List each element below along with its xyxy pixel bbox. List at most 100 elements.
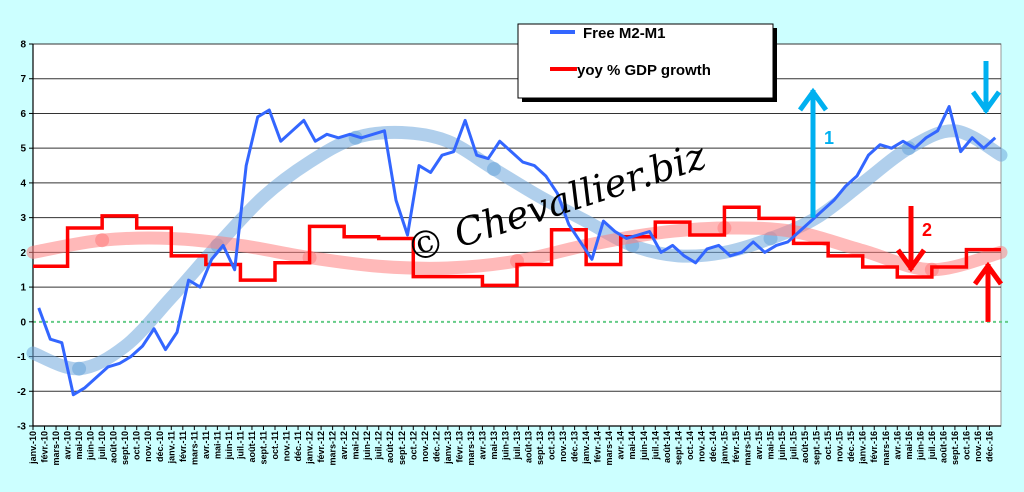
y-tick-label: 3: [20, 213, 26, 224]
x-tick-label: oct.-13: [547, 431, 557, 460]
annotation-label-2: 2: [922, 220, 932, 240]
x-tick-label: juil.-11: [235, 431, 245, 460]
annotation-label-1: 1: [824, 128, 834, 148]
x-tick-label: août-15: [800, 431, 810, 463]
x-tick-label: oct.-16: [961, 431, 971, 460]
x-tick-label: sept.-11: [258, 431, 268, 465]
x-tick-label: févr.-14: [593, 431, 603, 463]
y-tick-label: 2: [20, 248, 26, 259]
y-tick-label: 0: [20, 317, 26, 328]
x-tick-label: juin-13: [500, 431, 510, 461]
x-tick-label: déc.-10: [155, 431, 165, 462]
x-tick-label: nov.-13: [558, 431, 568, 462]
x-tick-label: août-12: [385, 431, 395, 463]
x-tick-label: avr.-11: [201, 431, 211, 459]
x-tick-label: janv.-13: [443, 431, 453, 465]
x-tick-label: déc.-12: [431, 431, 441, 462]
x-tick-label: sept.-15: [812, 431, 822, 465]
x-tick-label: nov.-14: [696, 431, 706, 462]
x-tick-label: juin-10: [86, 431, 96, 461]
x-tick-label: mars-10: [51, 431, 61, 466]
x-tick-label: janv.-14: [581, 431, 591, 465]
x-tick-label: avr.-10: [63, 431, 73, 460]
x-tick-label: mars-15: [742, 431, 752, 466]
x-tick-label: janv.-11: [166, 431, 176, 464]
x-tick-label: août-13: [524, 431, 534, 463]
x-tick-label: juil.-14: [650, 431, 660, 461]
legend-label-gdp-growth: yoy % GDP growth: [577, 62, 711, 79]
x-tick-label: juin-12: [362, 431, 372, 461]
x-tick-label: juil.-16: [927, 431, 937, 461]
y-tick-label: 1: [20, 283, 26, 294]
x-tick-label: mai-14: [627, 431, 637, 460]
x-tick-label: mai-15: [766, 431, 776, 460]
x-tick-label: oct.-12: [408, 431, 418, 460]
x-tick-label: août-14: [662, 431, 672, 463]
x-tick-label: nov.-11: [282, 431, 292, 461]
trend-dot: [487, 162, 501, 176]
x-tick-label: juin-14: [639, 431, 649, 461]
x-tick-label: févr.-13: [454, 431, 464, 463]
x-tick-label: nov.-10: [143, 431, 153, 462]
x-tick-label: mai-11: [212, 431, 222, 459]
x-tick-label: juil.-15: [789, 431, 799, 461]
x-tick-label: juin-15: [777, 431, 787, 461]
x-tick-label: avr.-14: [616, 431, 626, 460]
x-tick-label: nov.-12: [420, 431, 430, 462]
x-tick-label: déc.-14: [708, 431, 718, 462]
x-tick-label: févr.-12: [316, 431, 326, 463]
x-tick-label: mars-11: [189, 431, 199, 465]
x-tick-label: janv.-10: [28, 431, 38, 465]
x-tick-label: oct.-15: [823, 431, 833, 460]
x-tick-label: janv.-16: [858, 431, 868, 465]
y-tick-label: 7: [20, 74, 26, 85]
x-tick-label: déc.-11: [293, 431, 303, 462]
x-tick-label: oct.-14: [685, 431, 695, 460]
trend-dot: [95, 233, 109, 247]
x-tick-label: sept.-13: [535, 431, 545, 465]
y-tick-label: -2: [17, 387, 26, 398]
x-tick-label: févr.-11: [178, 431, 188, 462]
x-tick-label: juil.-10: [97, 431, 107, 461]
x-tick-label: févr.-15: [731, 431, 741, 463]
y-tick-label: 8: [20, 40, 26, 51]
x-tick-label: juil.-12: [374, 431, 384, 461]
x-tick-label: juil.-13: [512, 431, 522, 461]
x-tick-label: janv.-12: [305, 431, 315, 465]
x-tick-label: avr.-13: [477, 431, 487, 460]
x-tick-label: sept.-10: [120, 431, 130, 465]
x-tick-label: déc.-13: [570, 431, 580, 462]
x-tick-label: sept.-12: [397, 431, 407, 465]
x-tick-label: juin-11: [224, 431, 234, 461]
x-tick-label: nov.-15: [835, 431, 845, 462]
x-tick-label: mars-12: [328, 431, 338, 466]
legend: Free M2-M1 yoy % GDP growth: [518, 24, 777, 102]
x-tick-label: sept.-16: [950, 431, 960, 465]
x-tick-label: avr.-12: [339, 431, 349, 460]
x-tick-label: mars-16: [881, 431, 891, 466]
x-tick-label: juin-16: [915, 431, 925, 461]
x-tick-label: nov.-16: [973, 431, 983, 462]
x-tick-label: sept.-14: [673, 431, 683, 465]
x-tick-label: avr.-16: [892, 431, 902, 460]
x-tick-label: mai-10: [74, 431, 84, 460]
trend-dot: [72, 362, 86, 376]
x-tick-label: mai-13: [489, 431, 499, 460]
y-tick-label: 4: [20, 178, 26, 189]
x-tick-label: août-16: [938, 431, 948, 463]
x-tick-label: août-10: [109, 431, 119, 463]
x-tick-label: févr.-16: [869, 431, 879, 463]
x-tick-label: mars-14: [604, 431, 614, 466]
y-tick-label: 5: [20, 144, 26, 155]
x-tick-label: avr.-15: [754, 431, 764, 460]
x-tick-label: mai-16: [904, 431, 914, 460]
x-tick-label: mai-12: [351, 431, 361, 460]
x-tick-label: août-11: [247, 431, 257, 463]
x-tick-label: oct.-10: [132, 431, 142, 460]
y-tick-label: -1: [17, 352, 26, 363]
x-tick-label: mars-13: [466, 431, 476, 466]
x-tick-label: janv.-15: [719, 431, 729, 465]
